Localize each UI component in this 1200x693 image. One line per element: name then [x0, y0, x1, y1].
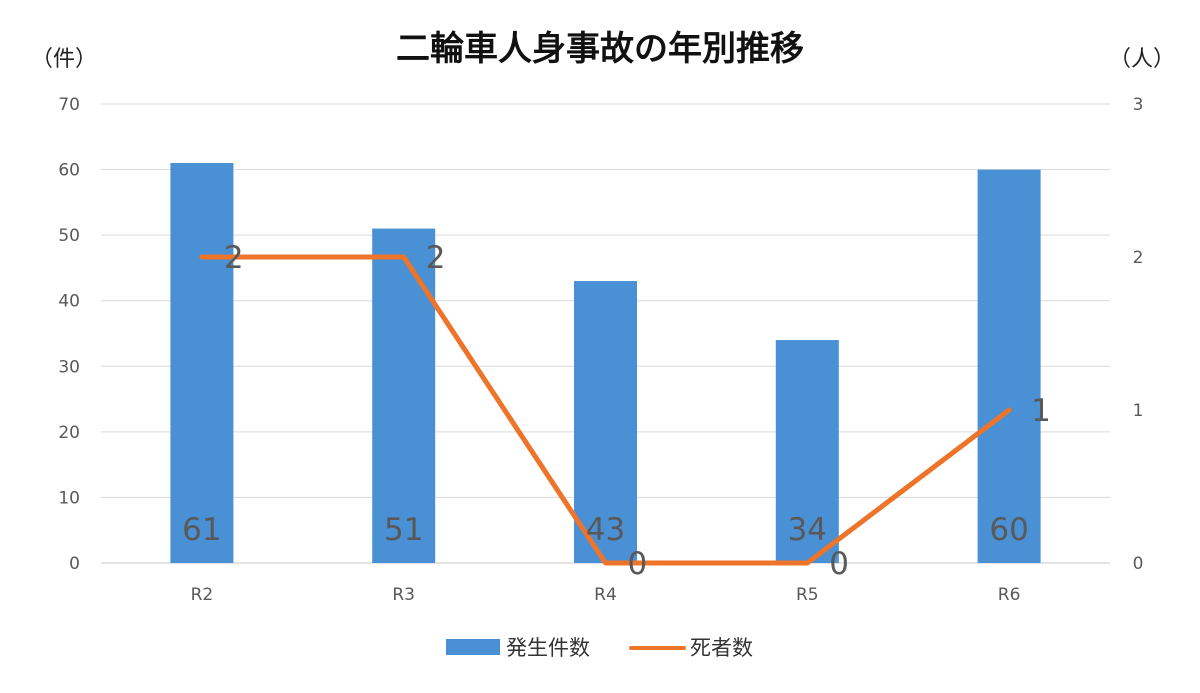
y-left-tick-label: 40 [58, 292, 80, 312]
x-tick-label: R5 [796, 585, 819, 605]
y-left-tick-label: 60 [58, 161, 80, 181]
bar-data-label: 51 [384, 512, 423, 548]
bar [170, 163, 233, 563]
line-data-label: 2 [224, 240, 244, 276]
bar-data-label: 61 [182, 512, 221, 548]
x-tick-label: R6 [998, 585, 1021, 605]
x-tick-label: R4 [594, 585, 617, 605]
bar [978, 170, 1041, 563]
line-data-label: 1 [1031, 393, 1051, 429]
bar-data-label: 43 [586, 512, 625, 548]
y-left-unit-label: （件） [31, 47, 97, 72]
line-data-label: 2 [426, 240, 446, 276]
bar-data-label: 34 [788, 512, 827, 548]
y-left-tick-label: 0 [69, 554, 80, 574]
legend: 発生件数 死者数 [446, 636, 753, 660]
y-right-unit-label: （人） [1109, 47, 1175, 72]
chart-title: 二輪車人身事故の年別推移 [396, 29, 804, 69]
y-left-tick-label: 70 [58, 95, 80, 115]
y-left-tick-label: 10 [58, 488, 80, 508]
y-right-tick-label: 2 [1133, 248, 1144, 268]
x-tick-label: R2 [191, 585, 214, 605]
legend-bar-label: 発生件数 [506, 636, 590, 660]
y-right-tick-label: 3 [1133, 95, 1144, 115]
line-data-label: 0 [829, 546, 849, 582]
line-data-label: 0 [628, 546, 648, 582]
legend-bar-swatch [446, 639, 500, 655]
y-left-tick-label: 50 [58, 226, 80, 246]
y-left-tick-label: 30 [58, 357, 80, 377]
x-tick-label: R3 [392, 585, 415, 605]
bar-series [170, 163, 1040, 563]
y-right-tick-label: 0 [1133, 554, 1144, 574]
bar-data-label: 60 [989, 512, 1028, 548]
legend-line-label: 死者数 [690, 636, 753, 660]
y-left-tick-label: 20 [58, 423, 80, 443]
y-right-tick-label: 1 [1133, 401, 1144, 421]
